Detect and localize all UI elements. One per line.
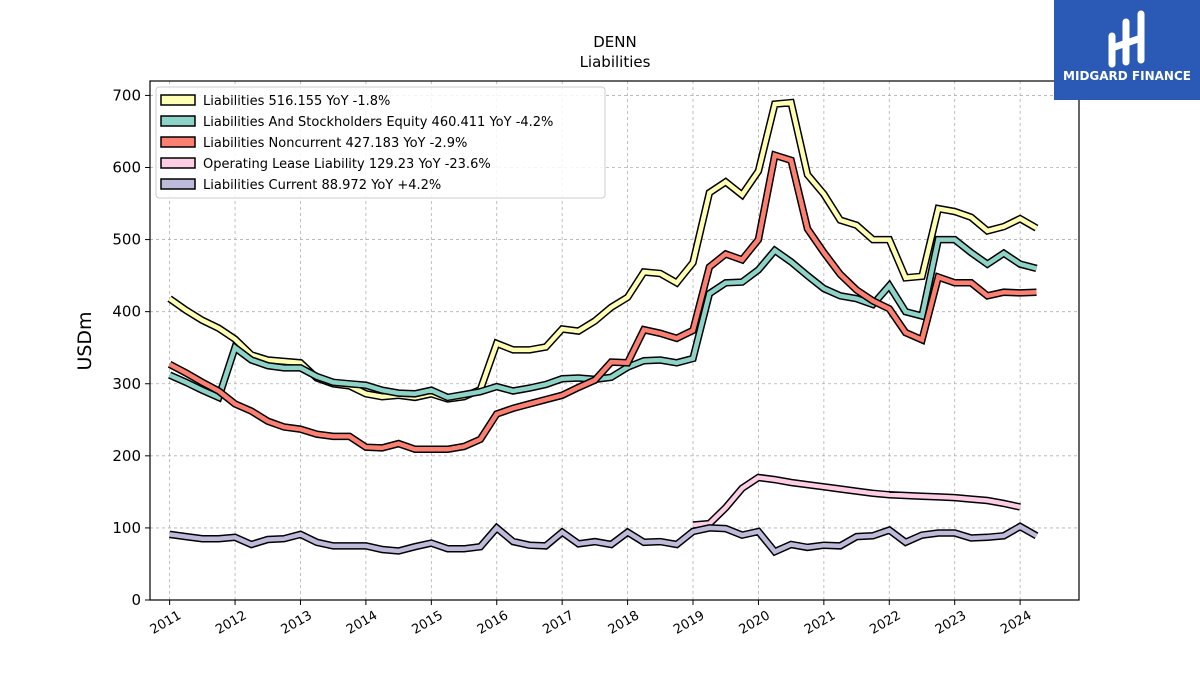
series-line bbox=[692, 475, 1021, 528]
series-line-outline bbox=[169, 522, 1039, 557]
y-tick-label: 400 bbox=[112, 303, 141, 321]
legend-entry: Liabilities And Stockholders Equity 460.… bbox=[160, 115, 553, 130]
brand-logo: MIDGARD FINANCE bbox=[1054, 0, 1200, 100]
x-tick-label: 2015 bbox=[409, 608, 445, 638]
chart-title: DENN bbox=[593, 33, 636, 51]
x-tick-label: 2018 bbox=[606, 608, 642, 638]
x-tick-label: 2016 bbox=[475, 608, 511, 638]
legend-swatch bbox=[160, 136, 196, 148]
y-tick-label: 700 bbox=[112, 86, 141, 104]
series-line bbox=[168, 237, 1038, 401]
legend-label: Liabilities Current 88.972 YoY +4.2% bbox=[203, 178, 441, 193]
legend-label: Liabilities 516.155 YoY -1.8% bbox=[203, 94, 390, 109]
x-axis: 2011 2012 2013 2014 2015 2016 2017 2018 2019 2020… bbox=[148, 600, 1034, 638]
y-tick-label: 600 bbox=[112, 159, 141, 177]
x-tick-label: 2020 bbox=[737, 608, 773, 638]
legend-entry: Liabilities 516.155 YoY -1.8% bbox=[160, 94, 390, 109]
x-tick-label: 2023 bbox=[933, 608, 969, 638]
legend-label: Operating Lease Liability 129.23 YoY -23… bbox=[203, 157, 491, 172]
legend-label: Liabilities And Stockholders Equity 460.… bbox=[203, 115, 553, 130]
x-tick-label: 2019 bbox=[671, 608, 707, 638]
series-line bbox=[168, 152, 1037, 452]
series-4 bbox=[692, 473, 1021, 529]
x-tick-label: 2012 bbox=[213, 608, 249, 638]
chart-subtitle: Liabilities bbox=[580, 53, 651, 71]
y-axis-label: USDm bbox=[74, 311, 96, 370]
y-axis: 0 100 200 300 400 500 600 700 bbox=[112, 86, 150, 609]
x-tick-label: 2013 bbox=[279, 608, 315, 638]
series-3 bbox=[167, 150, 1037, 454]
legend-swatch bbox=[160, 157, 196, 169]
series-5 bbox=[169, 522, 1039, 557]
y-tick-label: 500 bbox=[112, 231, 141, 249]
y-tick-label: 100 bbox=[112, 519, 141, 537]
series-line-outline bbox=[167, 150, 1037, 454]
legend-swatch bbox=[160, 115, 196, 127]
grid bbox=[150, 81, 1079, 601]
legend-entry: Liabilities Noncurrent 427.183 YoY -2.9% bbox=[160, 136, 467, 151]
x-tick-label: 2024 bbox=[998, 608, 1034, 638]
x-tick-label: 2011 bbox=[148, 608, 184, 638]
legend-label: Liabilities Noncurrent 427.183 YoY -2.9% bbox=[203, 136, 467, 151]
series-layer bbox=[167, 98, 1039, 557]
legend-entry: Operating Lease Liability 129.23 YoY -23… bbox=[160, 157, 491, 172]
y-tick-label: 200 bbox=[112, 447, 141, 465]
legend-swatch bbox=[160, 94, 196, 106]
plot-frame bbox=[149, 80, 1080, 601]
legend-box bbox=[155, 86, 606, 199]
brand-name: MIDGARD FINANCE bbox=[1063, 69, 1191, 83]
x-tick-label: 2021 bbox=[802, 608, 838, 638]
series-line bbox=[169, 523, 1038, 555]
y-tick-label: 0 bbox=[131, 591, 141, 609]
y-tick-label: 300 bbox=[112, 375, 141, 393]
legend-swatch bbox=[160, 178, 196, 190]
x-tick-label: 2017 bbox=[540, 608, 576, 638]
legend-entry: Liabilities Current 88.972 YoY +4.2% bbox=[160, 178, 441, 193]
legend: Liabilities 516.155 YoY -1.8% Liabilities… bbox=[155, 86, 606, 199]
brand-mark-icon bbox=[1108, 10, 1145, 68]
x-tick-label: 2022 bbox=[867, 608, 903, 638]
x-tick-label: 2014 bbox=[344, 608, 380, 638]
series-2 bbox=[168, 235, 1038, 403]
